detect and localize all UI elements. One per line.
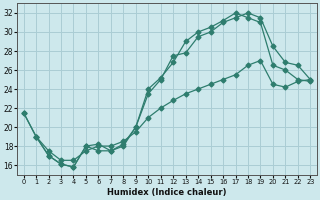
X-axis label: Humidex (Indice chaleur): Humidex (Indice chaleur) xyxy=(107,188,227,197)
